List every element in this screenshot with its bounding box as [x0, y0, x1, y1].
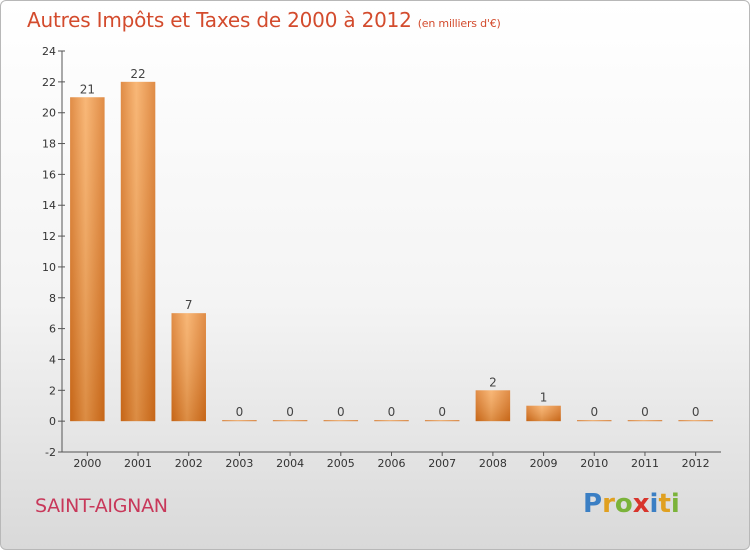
y-tick-label: 14	[42, 199, 56, 212]
x-tick-label: 2012	[682, 457, 710, 470]
y-tick-label: 12	[42, 230, 56, 243]
x-tick-label: 2000	[73, 457, 101, 470]
value-label: 0	[590, 405, 598, 419]
x-tick-label: 2010	[580, 457, 608, 470]
logo-letter: r	[602, 489, 615, 519]
bars	[70, 81, 713, 422]
y-tick-label: 0	[49, 415, 56, 428]
bar-shade	[171, 313, 206, 422]
bar-shade	[577, 420, 612, 422]
x-tick-label: 2009	[530, 457, 558, 470]
bar-shade	[272, 420, 308, 422]
x-tick-label: 2004	[276, 457, 304, 470]
logo-letter: i	[670, 489, 680, 519]
x-tick-label: 2005	[327, 457, 355, 470]
x-tick-label: 2006	[378, 457, 406, 470]
x-tick-label: 2002	[175, 457, 203, 470]
value-label: 0	[438, 405, 446, 419]
bar-shade	[374, 420, 409, 422]
value-label: 0	[337, 405, 345, 419]
logo-letter: x	[632, 489, 650, 519]
bar-shade	[323, 420, 359, 422]
chart-title: Autres Impôts et Taxes de 2000 à 2012 (en…	[27, 8, 501, 32]
y-tick-label: 6	[49, 323, 56, 336]
value-label: 0	[641, 405, 649, 419]
bar-shade	[475, 390, 511, 422]
logo-letter: o	[614, 489, 633, 519]
proxiti-logo: Proxiti	[583, 489, 680, 519]
bar-shade	[120, 81, 156, 422]
value-label: 1	[540, 391, 548, 405]
unit-note: (en milliers d'€)	[417, 17, 501, 30]
value-label: 7	[185, 298, 193, 312]
labels: 2000212001222002720030200402005020060200…	[73, 67, 709, 470]
y-tick-label: 22	[42, 76, 56, 89]
value-label: 22	[130, 67, 145, 81]
y-tick-label: 18	[42, 138, 56, 151]
x-tick-label: 2008	[479, 457, 507, 470]
bar-shade	[222, 420, 257, 422]
x-tick-label: 2007	[428, 457, 456, 470]
value-label: 0	[286, 405, 294, 419]
value-label: 2	[489, 375, 497, 389]
y-tick-label: 16	[42, 168, 56, 181]
value-label: 21	[80, 82, 95, 96]
bar-shade	[70, 97, 105, 422]
bar-shade	[424, 420, 460, 422]
bar-shade	[627, 420, 663, 422]
value-label: 0	[388, 405, 396, 419]
y-tick-label: 10	[42, 261, 56, 274]
value-label: 0	[236, 405, 244, 419]
value-label: 0	[692, 405, 700, 419]
x-tick-label: 2003	[225, 457, 253, 470]
commune-name: SAINT-AIGNAN	[35, 495, 168, 517]
y-tick-label: 8	[49, 292, 56, 305]
y-tick-label: 4	[49, 353, 56, 366]
y-tick-label: 20	[42, 107, 56, 120]
bar-shade	[526, 405, 561, 422]
y-tick-label: 2	[49, 384, 56, 397]
logo-letter: i	[649, 489, 659, 519]
title-text: Autres Impôts et Taxes de 2000 à 2012	[27, 8, 412, 32]
y-tick-label: -2	[45, 446, 56, 459]
logo-letter: P	[583, 489, 603, 519]
x-tick-label: 2011	[631, 457, 659, 470]
x-tick-label: 2001	[124, 457, 152, 470]
y-tick-label: 24	[42, 45, 56, 58]
logo-letter: t	[658, 489, 671, 519]
bar-shade	[678, 420, 713, 422]
